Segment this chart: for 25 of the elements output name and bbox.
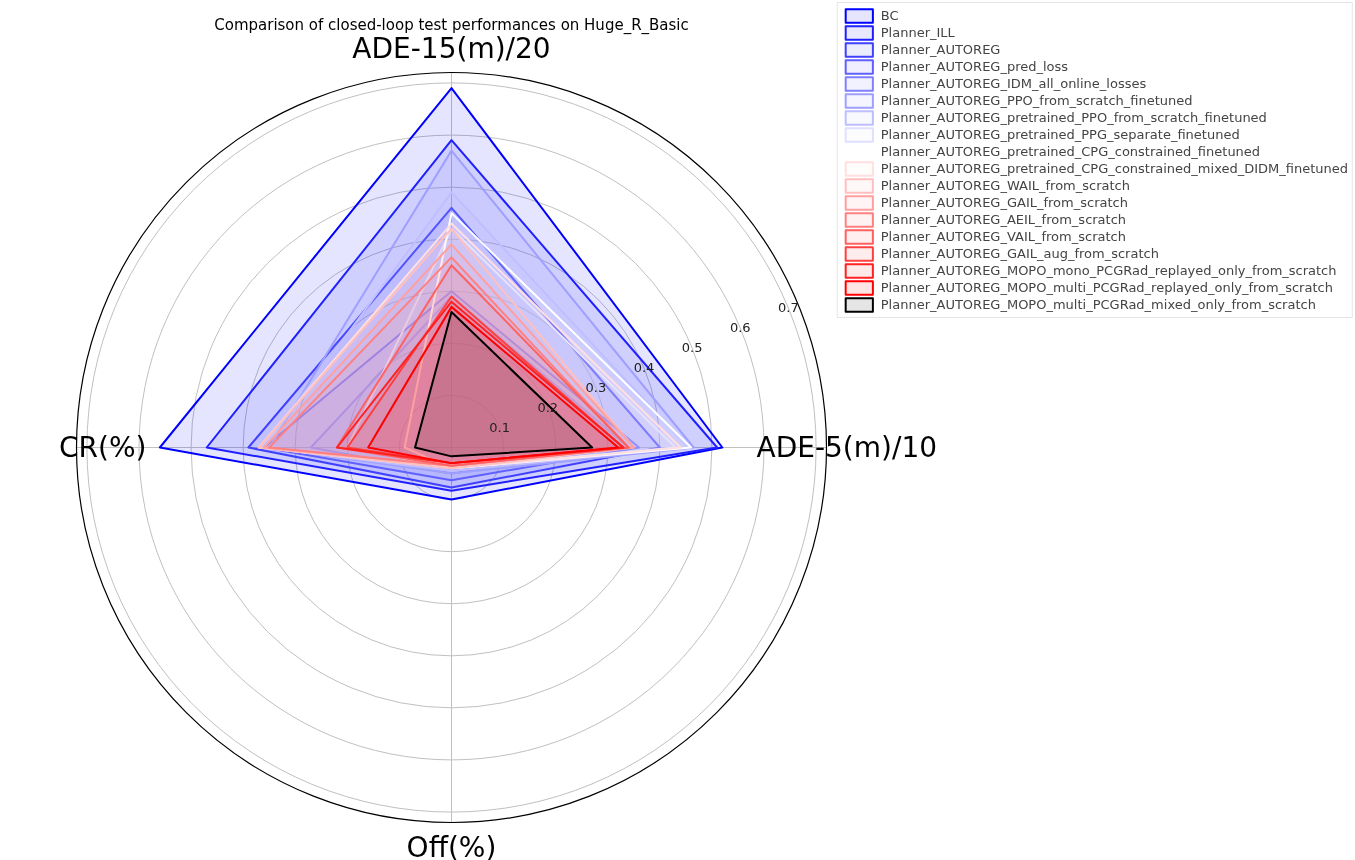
legend-label: Planner_AUTOREG_WAIL_from_scratch [880, 177, 1131, 194]
legend-label: Planner_AUTOREG_GAIL_from_scratch [880, 194, 1128, 211]
legend-label: Planner_AUTOREG_MOPO_multi_PCGRad_mixed_only_from_scratch [880, 296, 1316, 313]
legend-label: Planner_AUTOREG_AEIL_from_scratch [880, 211, 1127, 228]
y-tick-label: 0.5 [681, 340, 703, 356]
y-tick-label: 0.7 [777, 300, 799, 316]
legend-label: Planner_AUTOREG_pretrained_CPG_constrained_mixed_DIDM_finetuned [880, 160, 1348, 177]
legend-label: Planner_AUTOREG_pretrained_PPG_separate_finetuned [880, 126, 1240, 143]
legend-label: Planner_ILL [880, 24, 955, 41]
y-tick-label: 0.1 [489, 420, 510, 436]
legend-label: Planner_AUTOREG_MOPO_mono_PCGRad_replayed_only_from_scratch [880, 262, 1337, 279]
legend-label: Planner_AUTOREG_MOPO_multi_PCGRad_replayed_only_from_scratch [880, 279, 1333, 296]
legend-label: Planner_AUTOREG_VAIL_from_scratch [880, 228, 1126, 245]
legend-label: Planner_AUTOREG_GAIL_aug_from_scratch [880, 245, 1159, 262]
legend-label: Planner_AUTOREG_pretrained_PPO_from_scratch_finetuned [880, 109, 1267, 126]
legend-label: Planner_AUTOREG_IDM_all_online_losses [880, 75, 1147, 92]
legend-label: Planner_AUTOREG_PPO_from_scratch_finetuned [880, 92, 1193, 109]
text: Planner_AUTOREG_pretrained_CPG_constrained_finetuned [880, 143, 1261, 160]
legend-label: Planner_AUTOREG [880, 41, 1001, 58]
text: Comparison of closed-loop test performances on Huge_R_Basic [214, 15, 689, 35]
y-tick-label: 0.6 [729, 320, 751, 336]
y-tick-label: 0.3 [585, 380, 607, 396]
legend-label: Planner_AUTOREG_pred_loss [880, 58, 1069, 75]
legend-label: BC [880, 7, 900, 24]
spoke-label: Off(%) [406, 830, 497, 860]
